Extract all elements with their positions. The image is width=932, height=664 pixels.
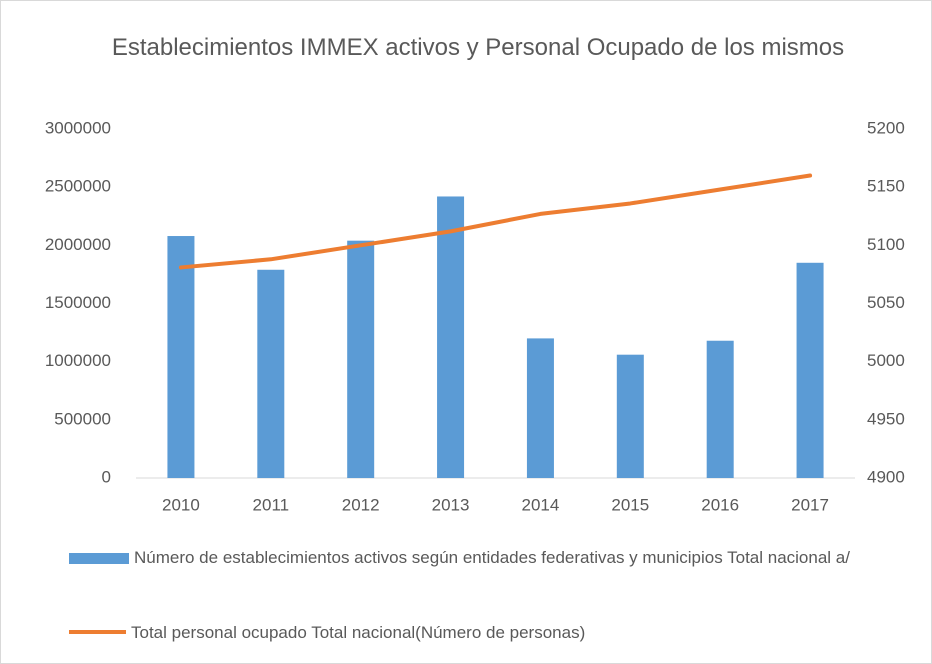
x-tick-label: 2010 xyxy=(162,495,200,514)
bar xyxy=(526,338,554,478)
y-tick-label: 2000000 xyxy=(45,235,111,254)
y2-tick-label: 4950 xyxy=(867,409,905,428)
x-tick-label: 2012 xyxy=(342,495,380,514)
x-tick-label: 2011 xyxy=(253,495,290,514)
y2-tick-label: 4900 xyxy=(867,467,905,486)
bar xyxy=(616,354,644,478)
y-tick-label: 1500000 xyxy=(45,293,111,312)
chart-title: Establecimientos IMMEX activos y Persona… xyxy=(111,34,845,61)
bar xyxy=(167,236,195,478)
y2-tick-label: 5050 xyxy=(867,293,905,312)
x-tick-label: 2017 xyxy=(791,495,829,514)
y2-tick-label: 5000 xyxy=(867,351,905,370)
bar xyxy=(796,262,824,478)
line xyxy=(178,173,813,270)
bar xyxy=(437,196,465,478)
bar xyxy=(257,269,285,478)
y-tick-label: 0 xyxy=(102,467,111,486)
legend-label: Total personal ocupado Total nacional(Nú… xyxy=(131,623,586,642)
x-tick-label: 2014 xyxy=(522,495,560,514)
y2-tick-label: 5100 xyxy=(867,235,905,254)
legend-swatch-line xyxy=(69,630,126,634)
bar xyxy=(347,240,375,478)
legend-swatch-bar xyxy=(69,553,129,564)
x-tick-label: 2015 xyxy=(611,495,649,514)
y-tick-label: 1000000 xyxy=(45,351,111,370)
x-tick-label: 2016 xyxy=(701,495,739,514)
y-tick-label: 2500000 xyxy=(45,177,111,196)
y-tick-label: 500000 xyxy=(54,409,111,428)
y2-tick-label: 5150 xyxy=(867,177,905,196)
y-tick-label: 3000000 xyxy=(45,118,111,137)
legend-label: Número de establecimientos activos según… xyxy=(134,548,850,567)
x-tick-label: 2013 xyxy=(432,495,470,514)
y2-tick-label: 5200 xyxy=(867,118,905,137)
bar xyxy=(706,340,734,478)
